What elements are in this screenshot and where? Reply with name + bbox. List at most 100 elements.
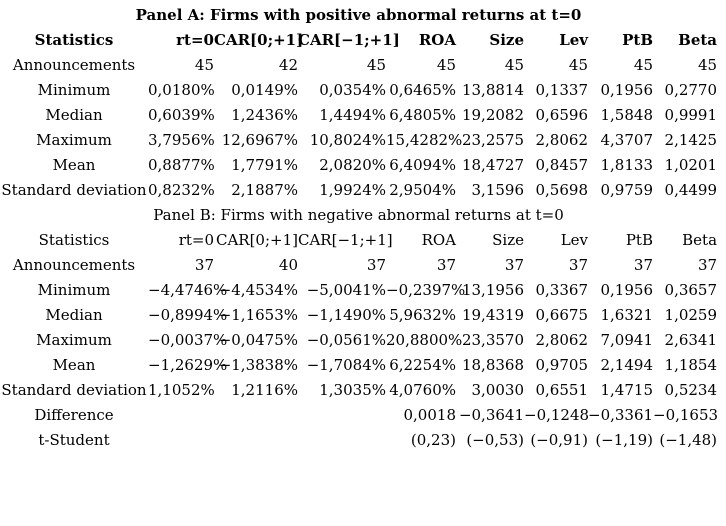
cell-value: 0,6465% [389,80,456,99]
row-label: Minimum [37,280,111,299]
panel-b-row-mean: Mean −1,2629% −1,3838% −1,7084% 6,2254% 18,83… [0,352,717,377]
cell-value: 37 [568,255,588,274]
cell-value: 19,2082 [461,105,524,124]
cell-value: 0,1956 [600,80,654,99]
cell-value: −4,4746% [148,280,228,299]
cell-value: 45 [504,55,524,74]
cell-value: 0,5234 [664,380,718,399]
cell-value [148,402,214,427]
panel-b-title-row: Panel B: Firms with negative abnormal re… [0,202,717,227]
cell-value: 6,2254% [389,355,456,374]
panel-b-column-header-car-0-1: CAR[0;+1] [215,230,298,249]
cell-value: 2,1887% [231,180,298,199]
panel-b-row-minimum: Minimum −4,4746% −4,4534% −5,0041% −0,2397% 1… [0,277,717,302]
cell-value: 0,4499 [664,180,718,199]
cell-value: 1,0201 [664,155,718,174]
statistics-table: Panel A: Firms with positive abnormal re… [0,2,719,452]
cell-value: 0,0149% [231,80,298,99]
panel-b-column-header-size: Size [492,230,524,249]
cell-value: 2,0820% [319,155,386,174]
cell-value: −0,1653 [653,405,719,424]
cell-value: 0,6596 [535,105,589,124]
cell-value: −1,3838% [218,355,298,374]
cell-value: 4,3707 [600,130,654,149]
row-label: Mean [52,355,96,374]
cell-value: 3,1596 [471,180,525,199]
cell-value: 1,4715 [600,380,654,399]
panel-a-row-maximum: Maximum 3,7956% 12,6967% 10,8024% 15,4282% 23… [0,127,717,152]
panel-b-column-header-rt-0: rt=0 [178,230,214,249]
panel-a-row-minimum: Minimum 0,0180% 0,0149% 0,0354% 0,6465% 13,88… [0,77,717,102]
cell-value: 23,2575 [461,130,524,149]
panel-a-row-standard-deviation: Standard deviation 0,8232% 2,1887% 1,9924% 2… [0,177,717,202]
panel-b-title: Panel B: Firms with negative abnormal re… [153,205,564,224]
cell-value: 37 [504,255,524,274]
cell-value: 1,9924% [319,180,386,199]
row-label: Maximum [36,330,112,349]
cell-value: 0,6551 [535,380,589,399]
panel-a-column-header-rt-0: rt=0 [176,30,214,49]
cell-value: 0,1956 [600,280,654,299]
cell-value: 7,0941 [600,330,654,349]
cell-value: 6,4094% [389,155,456,174]
panel-b-column-header-roa: ROA [421,230,456,249]
panel-a-title: Panel A: Firms with positive abnormal re… [135,5,582,24]
cell-value: 0,0354% [319,80,386,99]
panel-a-column-header-beta: Beta [678,30,718,49]
panel-b-column-header-statistics: Statistics [38,230,110,249]
cell-value: 2,9504% [389,180,456,199]
cell-value: 2,6341 [664,330,718,349]
panel-a-column-header-car-1-1: CAR[−1;+1] [298,30,400,49]
panel-b-row-standard-deviation: Standard deviation 1,1052% 1,2116% 1,3035% 4… [0,377,717,402]
cell-value: 45 [194,55,214,74]
cell-value: 1,4494% [319,105,386,124]
cell-value: (−0,91) [530,430,588,449]
cell-value: 1,6321 [600,305,654,324]
panel-a-row-announcements: Announcements 45 42 45 45 45 45 45 45 [0,52,717,77]
cell-value: 10,8024% [309,130,386,149]
cell-value: −0,8994% [148,305,228,324]
cell-value: 37 [697,255,718,274]
cell-value: 1,5848 [600,105,654,124]
cell-value: 2,1494 [600,355,654,374]
cell-value: 23,3570 [461,330,524,349]
panel-a-column-header-roa: ROA [418,30,456,49]
cell-value: (−1,48) [659,430,718,449]
paper-table-page: Panel A: Firms with positive abnormal re… [0,2,726,452]
panel-a-row-mean: Mean 0,8877% 1,7791% 2,0820% 6,4094% 18,4727 0… [0,152,717,177]
cell-value: −0,1248 [524,405,590,424]
cell-value: 1,7791% [231,155,298,174]
cell-value: 37 [436,255,456,274]
panel-a-header-row: Statistics rt=0 CAR[0;+1] CAR[−1;+1] ROA Size… [0,27,717,52]
row-label: Median [45,105,103,124]
cell-value: 0,3367 [535,280,589,299]
panel-b-column-header-ptb: PtB [625,230,653,249]
cell-value: (0,23) [410,430,456,449]
cell-value: (−0,53) [466,430,524,449]
cell-value: 0,0180% [148,80,215,99]
cell-value: 2,8062 [535,330,589,349]
cell-value: 3,0030 [471,380,525,399]
cell-value: 0,2770 [664,80,718,99]
panel-b-row-maximum: Maximum −0,0037% −0,0475% −0,0561% 20,8800% 2… [0,327,717,352]
cell-value: 15,4282% [386,130,463,149]
cell-value [214,427,298,452]
cell-value: 0,3657 [664,280,718,299]
cell-value: 0,8457 [535,155,589,174]
panel-b-column-header-beta: Beta [682,230,718,249]
cell-value: 3,7956% [148,130,215,149]
cell-value: 0,1337 [535,80,589,99]
row-label: Median [45,305,103,324]
cell-value: 0,9705 [535,355,589,374]
cell-value: (−1,19) [595,430,653,449]
cell-value: 12,6967% [221,130,298,149]
panel-a-column-header-statistics: Statistics [34,30,114,49]
cell-value: 1,1052% [148,380,215,399]
cell-value: 2,8062 [535,130,589,149]
cell-value: 42 [278,55,298,74]
cell-value: −1,1490% [306,305,386,324]
panel-a-column-header-lev: Lev [559,30,588,49]
cell-value [298,427,386,452]
cell-value: 40 [278,255,298,274]
cell-value [148,427,214,452]
